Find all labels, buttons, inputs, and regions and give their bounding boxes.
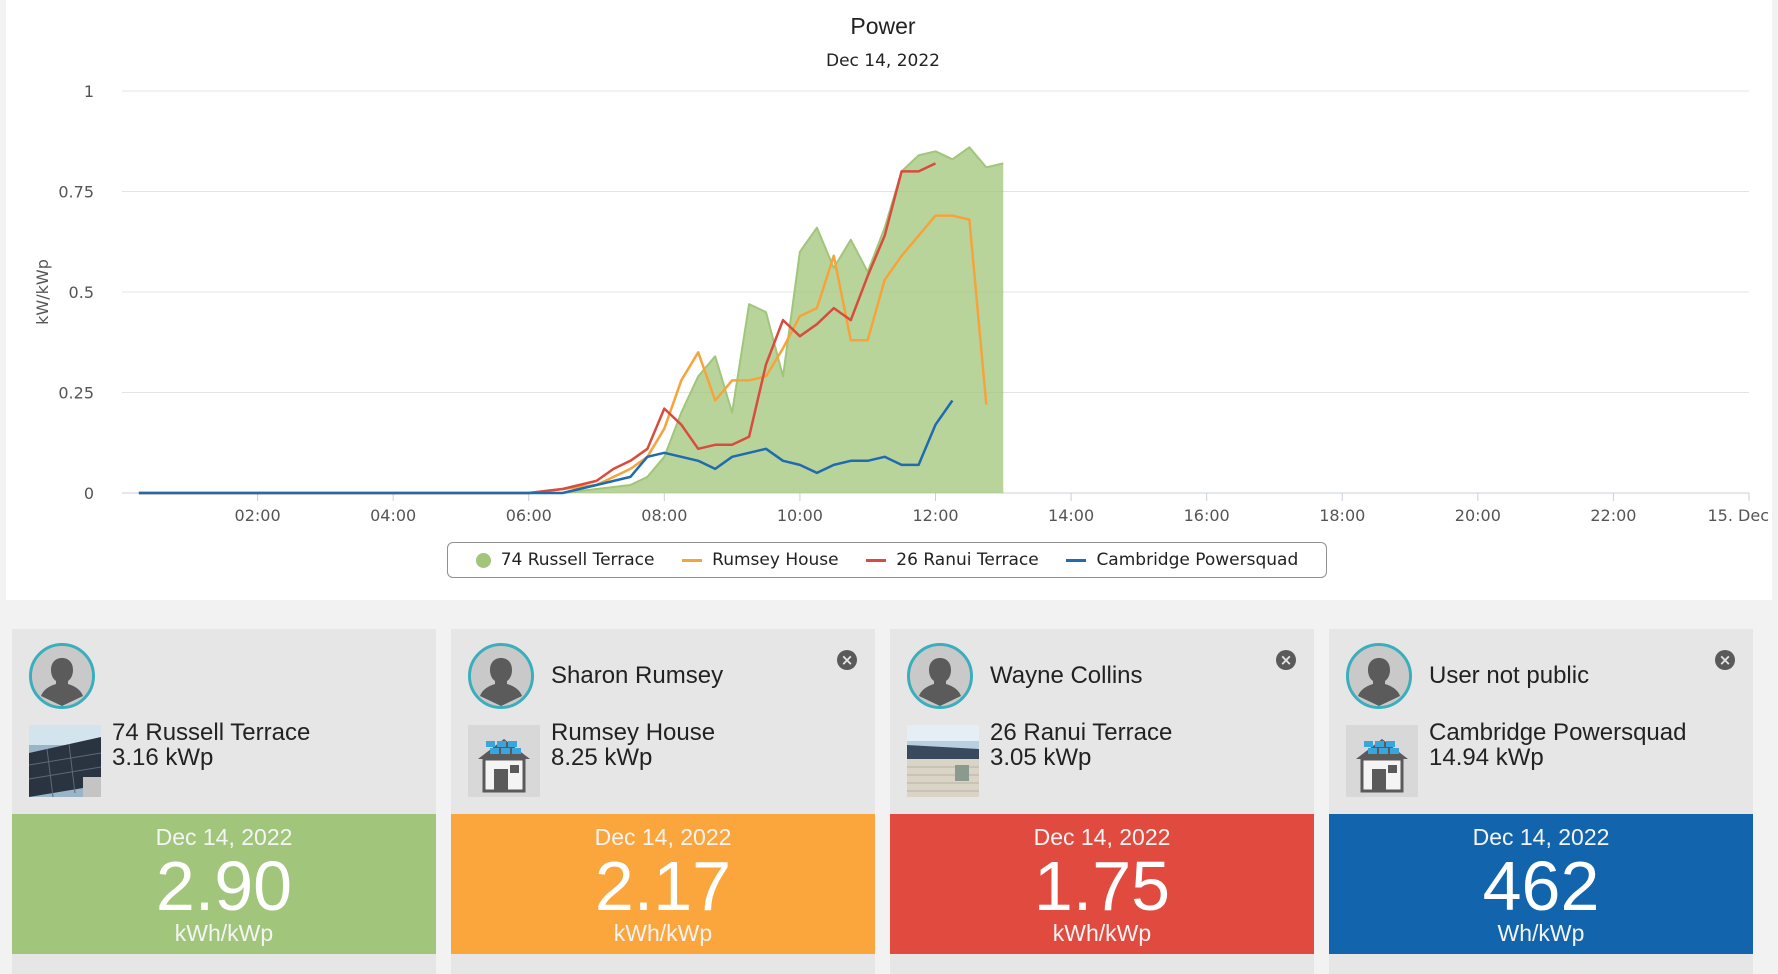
- user-avatar-icon: [29, 643, 95, 709]
- legend-item-0[interactable]: 74 Russell Terrace: [476, 550, 655, 570]
- site-capacity: 3.05 kWp: [990, 744, 1091, 772]
- site-photo[interactable]: [29, 725, 101, 797]
- yield-unit: Wh/kWp: [1329, 920, 1753, 947]
- x-tick-label: 20:00: [1455, 506, 1501, 525]
- site-capacity: 3.16 kWp: [112, 744, 213, 772]
- x-tick-label: 08:00: [641, 506, 687, 525]
- y-tick-label: 0.25: [58, 384, 94, 403]
- yield-value: 462: [1329, 848, 1753, 924]
- owner-name: Wayne Collins: [990, 662, 1143, 690]
- x-tick-label: 16:00: [1184, 506, 1230, 525]
- owner-name: User not public: [1429, 662, 1589, 690]
- close-icon[interactable]: ×: [1715, 650, 1735, 670]
- yield-unit: kWh/kWp: [451, 920, 875, 947]
- yield-panel: Dec 14, 2022 1.75 kWh/kWp: [890, 814, 1314, 954]
- x-tick-label: 18:00: [1319, 506, 1365, 525]
- series-layer: [139, 147, 1003, 493]
- yield-value: 1.75: [890, 848, 1314, 924]
- site-name[interactable]: 74 Russell Terrace: [112, 719, 310, 747]
- yield-value: 2.90: [12, 848, 436, 924]
- close-icon[interactable]: ×: [1276, 650, 1296, 670]
- site-name[interactable]: Rumsey House: [551, 719, 715, 747]
- yield-unit: kWh/kWp: [12, 920, 436, 947]
- yield-panel: Dec 14, 2022 462 Wh/kWp: [1329, 814, 1753, 954]
- y-tick-label: 0: [84, 484, 94, 503]
- legend-label: Rumsey House: [712, 550, 838, 570]
- site-card[interactable]: × User not public Cambridge Powersquad 14.9…: [1329, 629, 1753, 974]
- legend-swatch: [476, 553, 491, 568]
- site-card[interactable]: × Wayne Collins 26 Ranui Terrace 3.05 kWp De…: [890, 629, 1314, 974]
- x-tick-label: 12:00: [912, 506, 958, 525]
- legend-item-1[interactable]: Rumsey House: [682, 550, 838, 570]
- legend-swatch: [866, 559, 886, 562]
- yield-value: 2.17: [451, 848, 875, 924]
- power-chart-panel: Power Dec 14, 2022 kW/kWp 0 0.25 0.5 0.75 1 …: [6, 0, 1772, 600]
- user-avatar-icon: [468, 643, 534, 709]
- x-tick-label: 02:00: [235, 506, 281, 525]
- y-tick-label: 0.5: [69, 283, 94, 302]
- chart-title: Power: [850, 13, 916, 39]
- user-avatar-icon: [1346, 643, 1412, 709]
- site-photo[interactable]: [907, 725, 979, 797]
- close-icon[interactable]: ×: [837, 650, 857, 670]
- site-card[interactable]: 74 Russell Terrace 3.16 kWp Dec 14, 2022 2.…: [12, 629, 436, 974]
- site-name[interactable]: Cambridge Powersquad: [1429, 719, 1686, 747]
- legend-item-3[interactable]: Cambridge Powersquad: [1066, 550, 1298, 570]
- y-tick-label: 1: [84, 82, 94, 101]
- y-axis-ticks: 0 0.25 0.5 0.75 1: [58, 82, 94, 503]
- x-tick-label: 22:00: [1590, 506, 1636, 525]
- y-tick-label: 0.75: [58, 183, 94, 202]
- chart-legend: 74 Russell Terrace Rumsey House 26 Ranui T…: [447, 542, 1327, 578]
- yield-unit: kWh/kWp: [890, 920, 1314, 947]
- chart-subtitle: Dec 14, 2022: [826, 51, 940, 71]
- site-capacity: 14.94 kWp: [1429, 744, 1544, 772]
- site-capacity: 8.25 kWp: [551, 744, 652, 772]
- x-tick-label: 14:00: [1048, 506, 1094, 525]
- yield-panel: Dec 14, 2022 2.17 kWh/kWp: [451, 814, 875, 954]
- power-chart: Power Dec 14, 2022 kW/kWp 00.250.50.751 …: [6, 0, 1772, 600]
- y-axis-label: kW/kWp: [33, 259, 52, 325]
- house-solar-icon[interactable]: [1346, 725, 1418, 797]
- yield-panel: Dec 14, 2022 2.90 kWh/kWp: [12, 814, 436, 954]
- legend-label: 74 Russell Terrace: [501, 550, 655, 570]
- x-tick-label: 15. Dec: [1708, 506, 1770, 525]
- legend-item-2[interactable]: 26 Ranui Terrace: [866, 550, 1038, 570]
- legend-swatch: [682, 559, 702, 562]
- x-tick-label: 04:00: [370, 506, 416, 525]
- site-name[interactable]: 26 Ranui Terrace: [990, 719, 1172, 747]
- site-card[interactable]: × Sharon Rumsey Rumsey House 8.25 kWp Dec 14…: [451, 629, 875, 974]
- legend-label: Cambridge Powersquad: [1096, 550, 1298, 570]
- x-tick-label: 10:00: [777, 506, 823, 525]
- user-avatar-icon: [907, 643, 973, 709]
- x-axis-ticks: 02:00 04:00 06:00 08:00 10:00 12:00 14:00 16:00…: [235, 493, 1769, 525]
- house-solar-icon[interactable]: [468, 725, 540, 797]
- legend-label: 26 Ranui Terrace: [896, 550, 1038, 570]
- x-tick-label: 06:00: [506, 506, 552, 525]
- owner-name: Sharon Rumsey: [551, 662, 723, 690]
- legend-swatch: [1066, 559, 1086, 562]
